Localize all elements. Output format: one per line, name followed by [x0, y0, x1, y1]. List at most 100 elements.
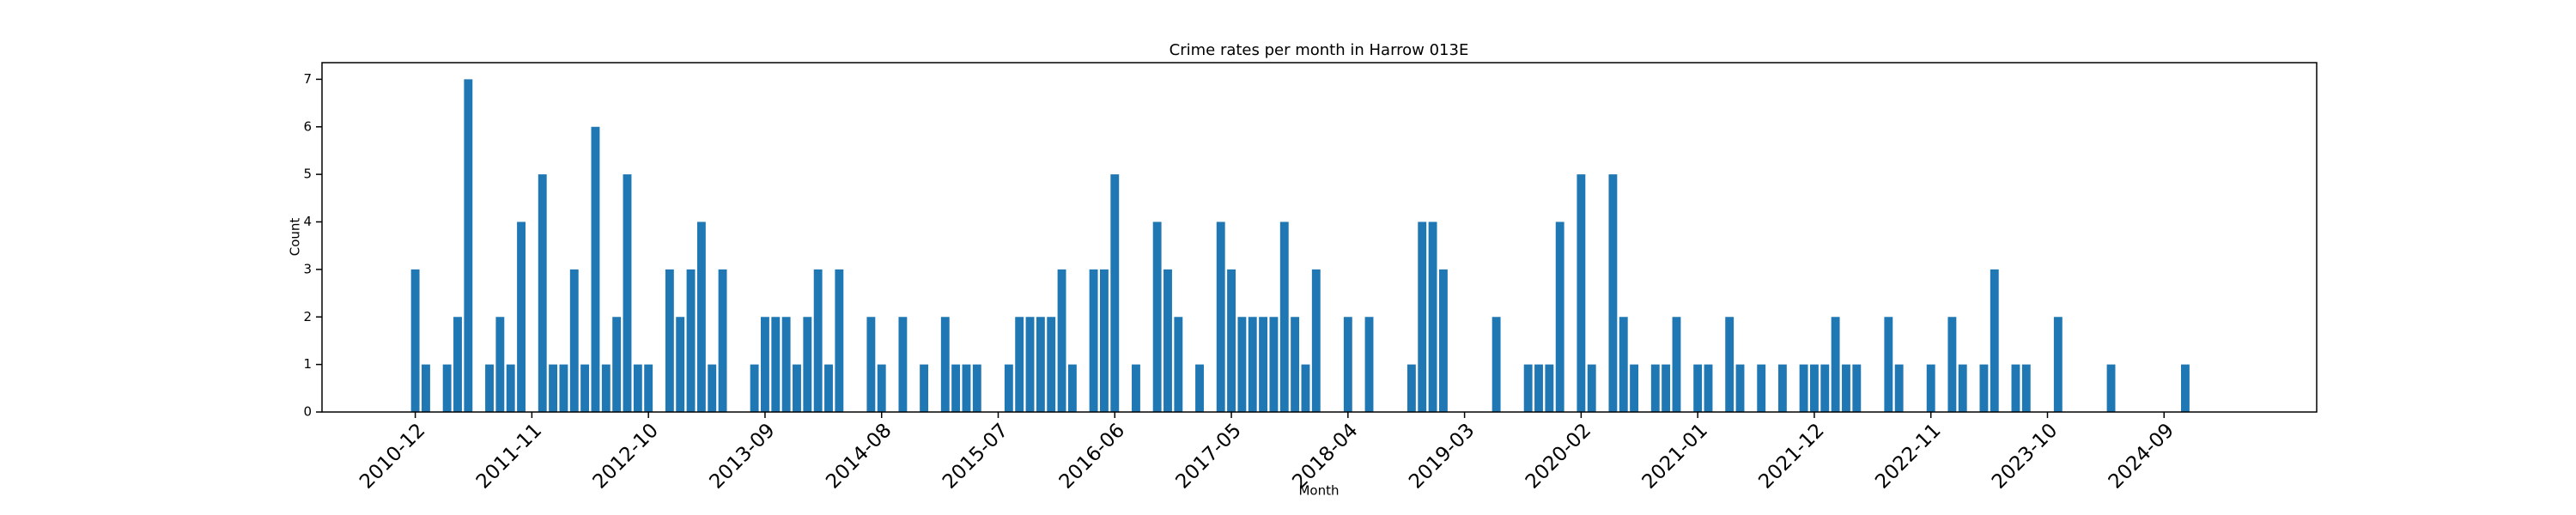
bar	[1227, 269, 1236, 412]
x-tick-label: 2019-03	[1405, 419, 1479, 493]
y-tick-label: 0	[303, 404, 312, 420]
bar	[1067, 364, 1077, 412]
bar	[793, 364, 801, 412]
bar	[464, 79, 473, 412]
plot-frame	[321, 62, 2318, 413]
bar	[781, 317, 791, 412]
bar	[1831, 317, 1840, 412]
bar	[1799, 364, 1808, 412]
bar	[495, 317, 505, 412]
bar	[951, 364, 961, 412]
x-tick-label: 2010-12	[355, 419, 429, 493]
bar	[1364, 317, 1374, 412]
y-tick-label: 4	[303, 214, 312, 229]
bar	[2011, 364, 2020, 412]
bar	[866, 317, 876, 412]
bar	[569, 269, 579, 412]
bar	[1523, 364, 1533, 412]
bar	[1852, 364, 1862, 412]
bar	[676, 317, 685, 412]
bar	[1662, 364, 1671, 412]
bar	[549, 364, 558, 412]
bar	[1958, 364, 1967, 412]
bar	[665, 269, 674, 412]
bar	[1693, 364, 1703, 412]
bar	[422, 364, 430, 412]
bar	[813, 269, 823, 412]
chart-title: Crime rates per month in Harrow 013E	[1170, 41, 1469, 59]
x-tick-label: 2022-11	[1871, 419, 1945, 493]
bar	[835, 269, 844, 412]
bar	[1152, 221, 1162, 412]
bar	[940, 317, 950, 412]
bar	[2181, 364, 2190, 412]
bar	[1057, 269, 1066, 412]
bar	[2106, 364, 2116, 412]
x-tick-label: 2015-07	[939, 419, 1012, 493]
bar	[1301, 364, 1310, 412]
bar	[962, 364, 971, 412]
bar	[686, 269, 696, 412]
bar	[1036, 317, 1045, 412]
bar	[580, 364, 590, 412]
x-tick-label: 2023-10	[1988, 419, 2062, 493]
x-tick-label: 2013-09	[705, 419, 779, 493]
bar	[1820, 364, 1830, 412]
bar	[1089, 269, 1098, 412]
bar	[1735, 364, 1745, 412]
bar	[1174, 317, 1183, 412]
bar	[1777, 364, 1787, 412]
bar	[1672, 317, 1681, 412]
bar	[1237, 317, 1247, 412]
bar	[972, 364, 981, 412]
bar	[1025, 317, 1035, 412]
bar	[485, 364, 494, 412]
bar	[1842, 364, 1850, 412]
bar	[623, 174, 632, 412]
x-tick-label: 2020-02	[1522, 419, 1595, 493]
bar	[1163, 269, 1172, 412]
bar	[1492, 317, 1501, 412]
bar	[1990, 269, 1999, 412]
bar	[1894, 364, 1904, 412]
bar	[803, 317, 812, 412]
bar	[633, 364, 642, 412]
bar	[1428, 221, 1437, 412]
bar	[898, 317, 908, 412]
bar	[1099, 269, 1109, 412]
bar	[1343, 317, 1352, 412]
bar	[1809, 364, 1819, 412]
y-tick-label: 1	[303, 356, 312, 372]
bar	[1884, 317, 1893, 412]
y-tick-label: 7	[303, 71, 312, 87]
bar	[1979, 364, 1989, 412]
bar	[771, 317, 781, 412]
x-axis-label: Month	[1298, 483, 1339, 499]
bar	[1650, 364, 1660, 412]
y-axis-label: Count	[288, 218, 303, 257]
bar	[1704, 364, 1713, 412]
x-tick-label: 2011-11	[472, 419, 546, 493]
bar	[644, 364, 653, 412]
y-tick-label: 5	[303, 167, 312, 182]
bar	[1015, 317, 1024, 412]
bar	[410, 269, 420, 412]
bar	[1757, 364, 1766, 412]
bar	[1047, 317, 1056, 412]
bar	[920, 364, 929, 412]
x-tick-label: 2024-09	[2105, 419, 2178, 493]
bar	[1248, 317, 1257, 412]
x-tick-label: 2017-05	[1172, 419, 1246, 493]
bar	[1725, 317, 1735, 412]
bar	[1110, 174, 1120, 412]
x-tick-label: 2021-01	[1638, 419, 1712, 493]
y-tick-label: 3	[303, 261, 312, 276]
bar	[1534, 364, 1543, 412]
bar	[1132, 364, 1140, 412]
bar	[824, 364, 833, 412]
bar	[538, 174, 547, 412]
bar	[559, 364, 568, 412]
bar	[1216, 221, 1225, 412]
bar	[1195, 364, 1204, 412]
